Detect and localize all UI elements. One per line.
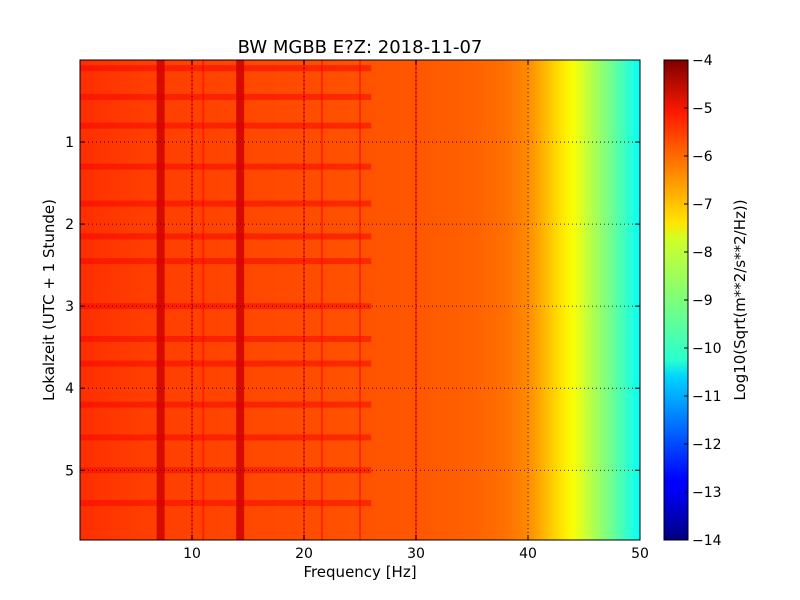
spectral-line	[236, 60, 245, 540]
spectral-line	[202, 60, 205, 540]
y-tick-label: 5	[65, 463, 74, 479]
y-tick-label: 2	[65, 217, 74, 233]
x-axis-ticks: 10 20 30 40 50	[183, 60, 649, 562]
energy-band	[80, 335, 372, 342]
chart-title: BW MGBB E?Z: 2018-11-07	[238, 37, 483, 58]
colorbar-tick-label: −7	[692, 197, 713, 213]
x-tick-label: 50	[631, 546, 649, 562]
colorbar-tick-label: −10	[692, 341, 722, 357]
energy-band	[80, 434, 372, 441]
y-axis-ticks: 1 2 3 4 5	[65, 135, 640, 479]
spectral-line	[359, 60, 361, 540]
colorbar-tick-label: −6	[692, 149, 713, 165]
colorbar-tick-label: −8	[692, 245, 713, 261]
colorbar-tick-label: −14	[692, 533, 722, 549]
spectral-line	[320, 60, 323, 540]
y-tick-label: 4	[65, 381, 74, 397]
colorbar-tick-label: −4	[692, 53, 713, 69]
energy-band	[80, 303, 372, 310]
colorbar-tick-label: −9	[692, 293, 713, 309]
energy-band	[80, 258, 372, 265]
colorbar-ticks: −4 −5 −6 −7 −8 −9 −10 −11 −12 −13 −14	[684, 53, 722, 549]
energy-band	[80, 233, 372, 240]
y-tick-label: 1	[65, 135, 74, 151]
x-axis-label: Frequency [Hz]	[303, 563, 416, 581]
grid-lines	[80, 60, 640, 540]
energy-band	[80, 122, 372, 129]
y-tick-label: 3	[65, 299, 74, 315]
x-tick-label: 30	[407, 546, 425, 562]
x-tick-label: 10	[183, 546, 201, 562]
energy-band	[80, 163, 372, 170]
plot-area	[80, 60, 640, 540]
energy-band	[80, 401, 372, 408]
colorbar-tick-label: −5	[692, 101, 713, 117]
energy-band	[80, 500, 372, 507]
x-tick-label: 40	[519, 546, 537, 562]
colorbar-tick-label: −13	[692, 485, 722, 501]
energy-band	[80, 200, 372, 207]
colorbar-tick-label: −12	[692, 437, 722, 453]
energy-band	[80, 93, 372, 100]
plot-frame	[79, 59, 641, 541]
spectral-bands	[80, 65, 372, 507]
colorbar: −4 −5 −6 −7 −8 −9 −10 −11 −12 −13 −14 Log10(Sqrt(m…	[663, 53, 749, 549]
y-axis-label: Lokalzeit (UTC + 1 Stunde)	[40, 199, 58, 401]
x-tick-label: 20	[295, 546, 313, 562]
energy-band	[80, 360, 372, 367]
energy-band	[80, 467, 372, 474]
colorbar-tick-label: −11	[692, 389, 722, 405]
colorbar-label: Log10(Sqrt(m**2/s**2/Hz))	[731, 199, 749, 400]
energy-band	[80, 65, 372, 72]
spectral-line	[156, 60, 165, 540]
